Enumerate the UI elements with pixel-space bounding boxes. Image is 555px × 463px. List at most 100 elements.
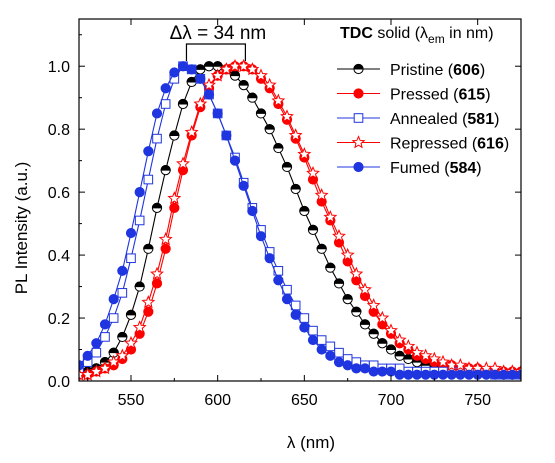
data-point: [160, 83, 171, 94]
data-point: [264, 253, 275, 264]
legend-marker: [353, 161, 364, 173]
data-point: [202, 77, 216, 92]
data-point: [117, 265, 128, 276]
legend-marker: [353, 63, 364, 75]
plot-frame: [78, 18, 522, 382]
data-point: [437, 369, 449, 380]
data-point: [108, 313, 119, 323]
data-point: [325, 341, 336, 352]
legend-marker: [351, 135, 366, 149]
data-point: [385, 366, 397, 377]
data-point: [186, 76, 197, 88]
legend-title-sub: em: [428, 32, 445, 46]
data-point: [394, 350, 405, 361]
data-point: [368, 328, 379, 339]
data-point: [236, 58, 251, 73]
legend-item-pressed: Pressed (615): [337, 87, 491, 104]
data-point: [141, 294, 156, 309]
data-point: [255, 231, 267, 242]
data-point: [436, 354, 450, 369]
y-axis: 0.0 0.2 0.4 0.6 0.8 1.0: [48, 34, 521, 391]
data-point: [169, 130, 180, 141]
data-point: [489, 369, 501, 380]
data-point: [507, 369, 518, 380]
data-point: [134, 187, 145, 198]
data-point: [151, 202, 163, 213]
legend-close-paren: ): [504, 136, 509, 153]
data-point: [323, 210, 338, 224]
legend-peak-value: 606: [453, 62, 480, 79]
data-point: [351, 363, 362, 374]
series-repressed: [79, 58, 521, 381]
data-point: [288, 128, 303, 142]
data-point: [152, 133, 162, 144]
data-point: [325, 262, 336, 273]
data-point: [115, 348, 130, 362]
legend-close-paren: ): [494, 111, 499, 128]
data-point: [411, 369, 423, 380]
data-point: [160, 164, 171, 176]
data-point: [427, 351, 442, 365]
legend-item-repressed: Repressed (616): [337, 135, 509, 153]
legend: TDC solid (λem in nm) Pristine (606) Press…: [337, 25, 509, 177]
legend-item-pristine: Pristine (606): [337, 62, 485, 79]
data-point: [498, 369, 509, 380]
data-point: [290, 309, 301, 320]
legend-close-paren: ): [485, 87, 490, 104]
data-point: [366, 298, 381, 312]
data-point: [150, 266, 164, 280]
data-point: [117, 331, 128, 343]
legend-open-paren: (: [440, 160, 450, 177]
legend-label: Pressed (615): [390, 87, 491, 104]
data-point: [481, 369, 492, 380]
data-point: [203, 89, 215, 100]
data-point: [299, 205, 310, 217]
data-point: [410, 345, 424, 359]
data-point: [394, 369, 405, 380]
legend-series-name: Repressed: [390, 136, 467, 153]
x-tick-label: 700: [378, 392, 405, 409]
legend-marker: [353, 113, 364, 123]
data-point: [124, 335, 138, 350]
data-point: [273, 142, 284, 154]
data-point: [193, 96, 208, 110]
data-point: [314, 187, 329, 202]
legend-title-text: solid (λ: [373, 25, 428, 42]
legend-label: Annealed (581): [390, 111, 499, 128]
data-point: [340, 247, 355, 261]
y-tick-label: 0.0: [48, 374, 70, 391]
data-point: [333, 278, 345, 289]
data-point: [134, 215, 145, 226]
data-point: [308, 325, 318, 336]
data-point: [254, 68, 268, 82]
data-point: [401, 339, 416, 353]
data-point: [247, 205, 258, 217]
data-point: [332, 228, 346, 243]
x-tick-label: 550: [118, 392, 145, 409]
data-point: [176, 156, 190, 170]
series-layer: [79, 58, 521, 381]
data-point: [203, 61, 215, 72]
data-point: [143, 146, 154, 157]
delta-lambda-annotation: Δλ = 34 nm: [170, 23, 266, 61]
data-point: [463, 369, 475, 380]
data-point: [125, 227, 137, 239]
data-point: [316, 344, 327, 355]
legend-title-end: in nm): [445, 25, 494, 42]
x-tick-label: 600: [204, 392, 231, 409]
data-point: [420, 369, 431, 380]
x-axis-label: λ (nm): [287, 433, 335, 452]
data-point: [299, 313, 310, 323]
legend-peak-value: 581: [467, 111, 494, 128]
legend-open-paren: (: [443, 62, 453, 79]
y-tick-label: 0.6: [48, 185, 70, 202]
data-point: [143, 243, 154, 254]
legend-title-bold: TDC: [340, 25, 373, 42]
data-point: [160, 99, 171, 109]
data-point: [238, 80, 249, 91]
data-point: [403, 353, 414, 365]
legend-item-fumed: Fumed (584): [337, 160, 482, 177]
data-point: [134, 281, 145, 292]
legend-label: Pristine (606): [390, 62, 485, 79]
